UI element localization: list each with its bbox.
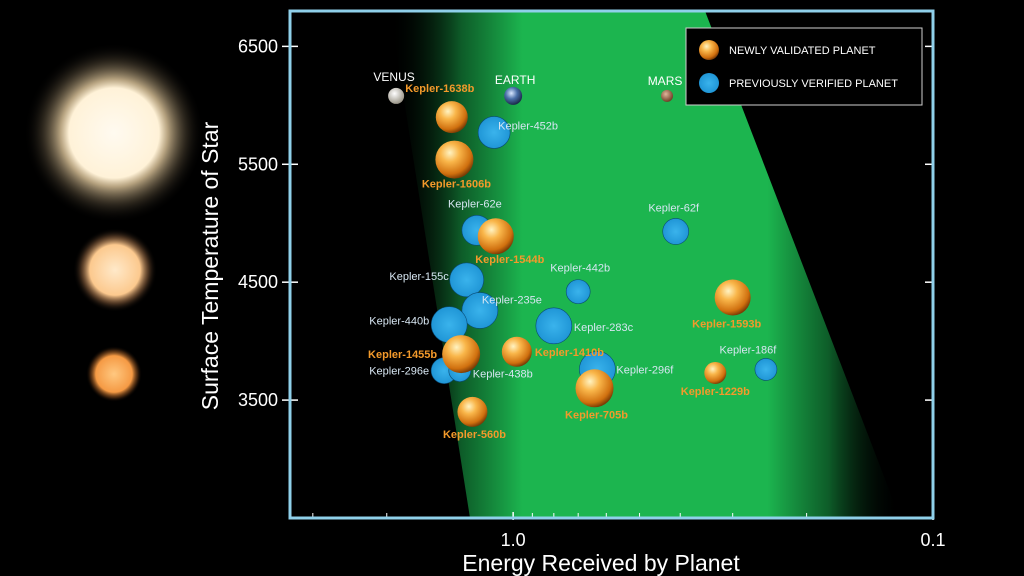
mars-label: MARS	[648, 74, 683, 88]
kepler-560b-label: Kepler-560b	[443, 429, 506, 441]
large-star-icon	[24, 43, 204, 223]
legend-label-new: NEWLY VALIDATED PLANET	[729, 45, 876, 57]
y-axis-title: Surface Temperature of Star	[197, 121, 223, 410]
kepler-1606b-label: Kepler-1606b	[422, 179, 491, 191]
habitable-zone-band	[390, 11, 900, 518]
y-tick-label: 6500	[238, 36, 278, 56]
kepler-705b-label: Kepler-705b	[565, 409, 628, 421]
kepler-1593b-marker	[714, 279, 751, 316]
earth-icon	[504, 86, 523, 105]
venus-label: VENUS	[373, 70, 414, 84]
kepler-1455b-label: Kepler-1455b	[368, 349, 437, 361]
kepler-560b-marker	[457, 396, 488, 427]
kepler-62f-marker	[662, 218, 690, 245]
kepler-62f-label: Kepler-62f	[648, 202, 700, 214]
legend-marker-previous	[699, 73, 719, 93]
kepler-1455b-marker	[442, 335, 481, 374]
x-tick-label: 1.0	[501, 530, 526, 550]
kepler-235e-label: Kepler-235e	[482, 294, 542, 306]
kepler-62e-label: Kepler-62e	[448, 198, 502, 210]
kepler-186f-marker	[754, 358, 778, 381]
x-axis-title: Energy Received by Planet	[462, 550, 740, 576]
kepler-1229b-label: Kepler-1229b	[681, 386, 750, 398]
kepler-1410b-label: Kepler-1410b	[535, 347, 604, 359]
y-tick-label: 3500	[238, 390, 278, 410]
earth-label: EARTH	[495, 73, 535, 87]
solar-system-planets: VENUS EARTH MARS	[373, 70, 682, 105]
kepler-452b-marker	[477, 116, 511, 149]
legend-marker-new	[699, 40, 719, 60]
small-star-icon	[86, 346, 142, 402]
kepler-235e-marker	[461, 292, 499, 329]
kepler-1410b-marker	[501, 336, 532, 367]
kepler-442b-label: Kepler-442b	[550, 263, 610, 275]
kepler-705b-marker	[575, 369, 614, 408]
kepler-1606b-marker	[435, 140, 474, 179]
kepler-155c-label: Kepler-155c	[389, 271, 449, 283]
venus-icon	[388, 87, 405, 104]
plot-frame	[288, 9, 935, 520]
kepler-1593b-label: Kepler-1593b	[692, 319, 761, 331]
star-size-illustration	[24, 43, 204, 402]
kepler-442b-marker	[565, 279, 591, 304]
kepler-1638b-label: Kepler-1638b	[405, 83, 474, 95]
kepler-296e-label: Kepler-296e	[369, 366, 429, 378]
kepler-1544b-marker	[477, 218, 514, 255]
kepler-1638b-marker	[435, 101, 468, 134]
kepler-283c-marker	[535, 307, 573, 345]
legend-label-previous: PREVIOUSLY VERIFIED PLANET	[729, 78, 898, 90]
medium-star-icon	[73, 228, 157, 312]
kepler-283c-label: Kepler-283c	[574, 322, 634, 334]
planet-markers	[430, 101, 778, 427]
kepler-452b-label: Kepler-452b	[498, 120, 558, 132]
kepler-1544b-label: Kepler-1544b	[475, 254, 544, 266]
axis-ticks: 3500 4500 5500 6500 1.0 0.1	[238, 36, 946, 550]
legend: NEWLY VALIDATED PLANET PREVIOUSLY VERIFI…	[685, 27, 923, 106]
kepler-1229b-marker	[704, 361, 727, 384]
legend-box	[685, 27, 923, 106]
x-tick-label: 0.1	[920, 530, 945, 550]
kepler-186f-label: Kepler-186f	[719, 344, 777, 356]
kepler-440b-label: Kepler-440b	[369, 316, 429, 328]
y-tick-label: 5500	[238, 154, 278, 174]
kepler-438b-label: Kepler-438b	[473, 369, 533, 381]
kepler-296f-label: Kepler-296f	[616, 364, 674, 376]
planet-labels: Kepler-452b Kepler-62e Kepler-62f Kepler-15…	[368, 83, 777, 441]
kepler-155c-marker	[449, 262, 485, 298]
mars-icon	[661, 89, 674, 102]
y-tick-label: 4500	[238, 272, 278, 292]
